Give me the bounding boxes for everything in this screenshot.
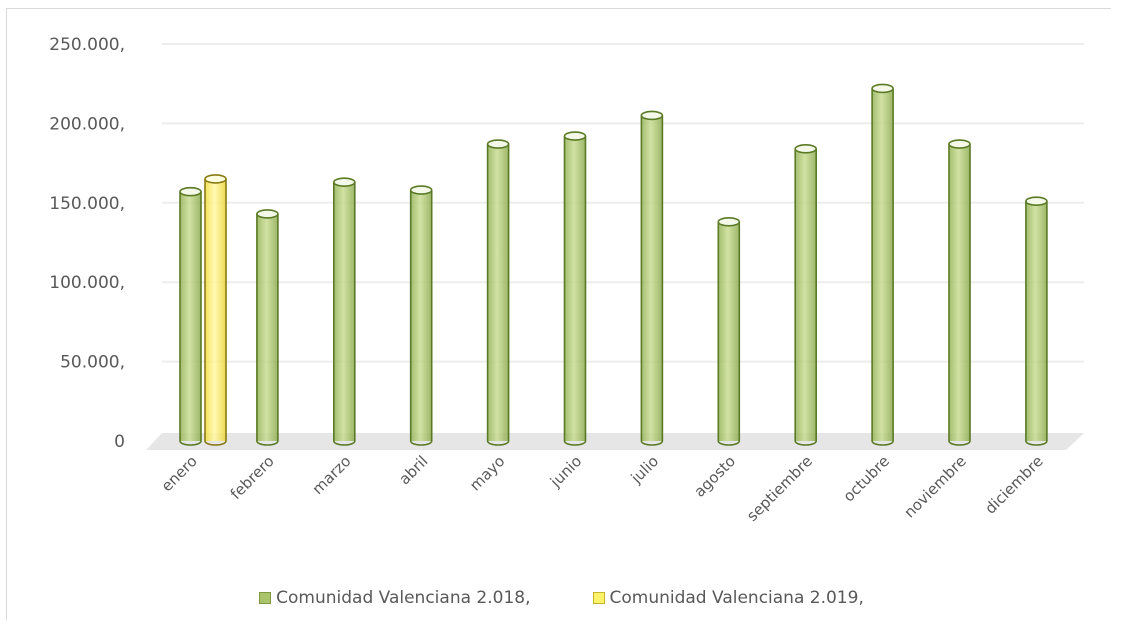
x-axis: enero febrero marzo abril mayo junio julio agos…	[158, 452, 1047, 525]
legend-swatch-2018	[259, 592, 272, 604]
bar[interactable]	[948, 139, 971, 446]
bar[interactable]	[640, 110, 664, 446]
legend-item-2018[interactable]: Comunidad Valenciana 2.018,	[259, 588, 531, 608]
bar[interactable]	[179, 186, 202, 446]
x-tick-label: septiembre	[743, 452, 816, 525]
bar[interactable]	[332, 177, 356, 446]
x-tick-label: diciembre	[981, 452, 1046, 517]
bar[interactable]	[563, 131, 587, 446]
bar[interactable]	[204, 174, 227, 446]
y-tick-label: 100.000,	[49, 273, 125, 293]
x-tick-label: febrero	[227, 452, 278, 503]
chart-floor	[146, 433, 1084, 450]
legend-label-2019: Comunidad Valenciana 2.019,	[609, 588, 864, 608]
y-tick-label: 50.000,	[60, 353, 125, 373]
bar[interactable]	[409, 185, 433, 446]
floor-plane	[146, 433, 1084, 450]
legend-swatch-2019	[592, 592, 605, 604]
legend: Comunidad Valenciana 2.018, Comunidad Va…	[0, 588, 1123, 608]
x-tick-label: abril	[395, 452, 431, 488]
bar[interactable]	[717, 217, 741, 446]
gridlines	[162, 43, 1084, 363]
y-tick-label: 250.000,	[49, 35, 125, 55]
x-tick-label: junio	[546, 452, 585, 491]
y-tick-label: 0	[114, 432, 125, 452]
y-tick-label: 150.000,	[49, 194, 125, 214]
y-tick-label: 200.000,	[49, 114, 125, 134]
x-tick-label: octubre	[840, 452, 893, 505]
x-tick-label: enero	[158, 452, 201, 495]
bar[interactable]	[794, 144, 818, 446]
bar[interactable]	[871, 83, 894, 446]
x-tick-label: mayo	[466, 452, 508, 494]
bar[interactable]	[486, 139, 510, 446]
bar[interactable]	[256, 209, 279, 446]
x-tick-label: marzo	[309, 452, 355, 498]
x-tick-label: noviembre	[900, 452, 969, 521]
legend-label-2018: Comunidad Valenciana 2.018,	[276, 588, 531, 608]
legend-item-2019[interactable]: Comunidad Valenciana 2.019,	[592, 588, 864, 608]
chart-frame	[6, 8, 1111, 620]
x-tick-label: agosto	[691, 452, 740, 501]
y-axis: 0 50.000, 100.000, 150.000, 200.000, 250.000,	[49, 35, 125, 452]
x-tick-label: julio	[627, 452, 662, 487]
bar[interactable]	[1025, 196, 1048, 446]
bars	[179, 83, 1048, 446]
